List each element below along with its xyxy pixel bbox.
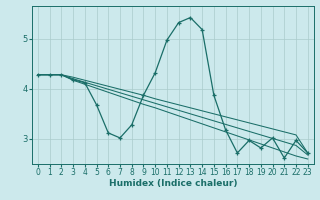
X-axis label: Humidex (Indice chaleur): Humidex (Indice chaleur) xyxy=(108,179,237,188)
